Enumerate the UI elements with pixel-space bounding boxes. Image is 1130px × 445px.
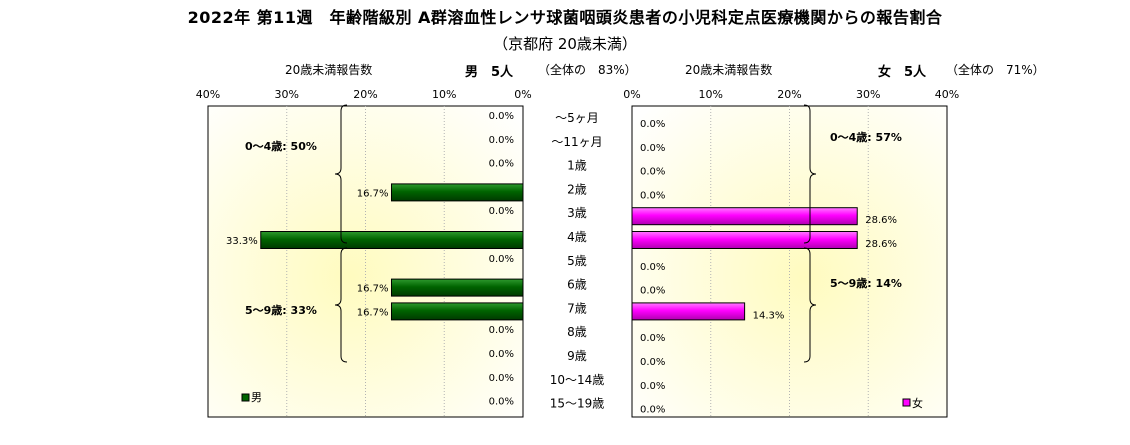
- male-data-label: 16.7%: [357, 188, 389, 199]
- female-data-label: 0.0%: [640, 262, 665, 273]
- left-tick-label: 10%: [432, 88, 456, 101]
- female-data-label: 28.6%: [865, 239, 897, 250]
- left-brace-0-4: [334, 104, 348, 244]
- left-brace-5-9: [334, 247, 348, 363]
- male-data-label: 0.0%: [489, 349, 514, 360]
- male-bar: [260, 231, 524, 249]
- category-label: 2歳: [567, 182, 587, 196]
- male-legend-swatch: [241, 393, 250, 402]
- category-label: ～11ヶ月: [551, 135, 602, 149]
- female-data-label: 0.0%: [640, 381, 665, 392]
- category-label: 4歳: [567, 230, 587, 244]
- female-data-label: 0.0%: [640, 119, 665, 130]
- left-share: （全体の 83%）: [538, 63, 637, 77]
- female-data-label: 14.3%: [753, 310, 785, 321]
- category-label: 5歳: [567, 254, 587, 268]
- male-bar: [390, 183, 524, 202]
- left-sex-summary: 男 5人: [465, 65, 514, 80]
- left-brace-label-0-4: 0～4歳: 50%: [245, 139, 317, 153]
- female-legend-label: 女: [912, 396, 923, 410]
- male-data-label: 0.0%: [489, 159, 514, 170]
- right-brace-5-9: [803, 247, 817, 363]
- category-label: 7歳: [567, 301, 587, 315]
- male-data-label: 0.0%: [489, 254, 514, 265]
- female-data-label: 0.0%: [640, 286, 665, 297]
- female-bar: [631, 302, 746, 321]
- category-label: 9歳: [567, 349, 587, 363]
- chart-title: 2022年 第11週 年齢階級別 A群溶血性レンサ球菌咽頭炎患者の小児科定点医療…: [187, 8, 943, 27]
- male-data-label: 0.0%: [489, 373, 514, 384]
- female-bar: [631, 207, 858, 226]
- female-data-label: 0.0%: [640, 190, 665, 201]
- female-data-label: 0.0%: [640, 333, 665, 344]
- right-brace-0-4: [803, 104, 817, 244]
- male-data-label: 0.0%: [489, 135, 514, 146]
- category-label: 6歳: [567, 278, 587, 292]
- left-header-label: 20歳未満報告数: [285, 63, 373, 77]
- right-brace-label-5-9: 5～9歳: 14%: [830, 276, 902, 290]
- right-sex-summary: 女 5人: [878, 65, 927, 80]
- male-legend-label: 男: [251, 391, 262, 404]
- male-data-label: 16.7%: [357, 284, 389, 295]
- category-label: 3歳: [567, 206, 587, 220]
- male-data-label: 0.0%: [489, 325, 514, 336]
- male-data-label: 0.0%: [489, 111, 514, 122]
- female-data-label: 0.0%: [640, 143, 665, 154]
- male-data-label: 0.0%: [489, 397, 514, 408]
- female-data-label: 0.0%: [640, 167, 665, 178]
- right-tick-label: 40%: [935, 88, 959, 101]
- male-data-label: 0.0%: [489, 206, 514, 217]
- right-tick-label: 20%: [777, 88, 801, 101]
- chart-subtitle: （京都府 20歳未満）: [493, 35, 637, 53]
- female-data-label: 0.0%: [640, 357, 665, 368]
- category-label: ～5ヶ月: [555, 111, 599, 125]
- left-brace-label-5-9: 5～9歳: 33%: [245, 303, 317, 317]
- right-tick-label: 10%: [699, 88, 723, 101]
- left-tick-label: 40%: [196, 88, 220, 101]
- category-label: 10～14歳: [550, 373, 605, 387]
- right-header-label: 20歳未満報告数: [685, 63, 773, 77]
- right-brace-label-0-4: 0～4歳: 57%: [830, 130, 902, 144]
- right-share: （全体の 71%）: [946, 63, 1045, 77]
- male-data-label: 16.7%: [357, 307, 389, 318]
- left-tick-label: 30%: [275, 88, 299, 101]
- left-tick-label: 20%: [353, 88, 377, 101]
- male-bar: [390, 278, 524, 297]
- female-data-label: 28.6%: [865, 215, 897, 226]
- female-data-label: 0.0%: [640, 405, 665, 416]
- female-legend-swatch: [902, 398, 911, 407]
- left-tick-label: 0%: [514, 88, 531, 101]
- male-bar: [390, 302, 524, 321]
- right-tick-label: 0%: [623, 88, 640, 101]
- category-label: 15～19歳: [550, 397, 605, 411]
- category-label: 1歳: [567, 159, 587, 173]
- right-tick-label: 30%: [856, 88, 880, 101]
- category-label: 8歳: [567, 325, 587, 339]
- male-data-label: 33.3%: [226, 236, 258, 247]
- female-bar: [631, 231, 858, 249]
